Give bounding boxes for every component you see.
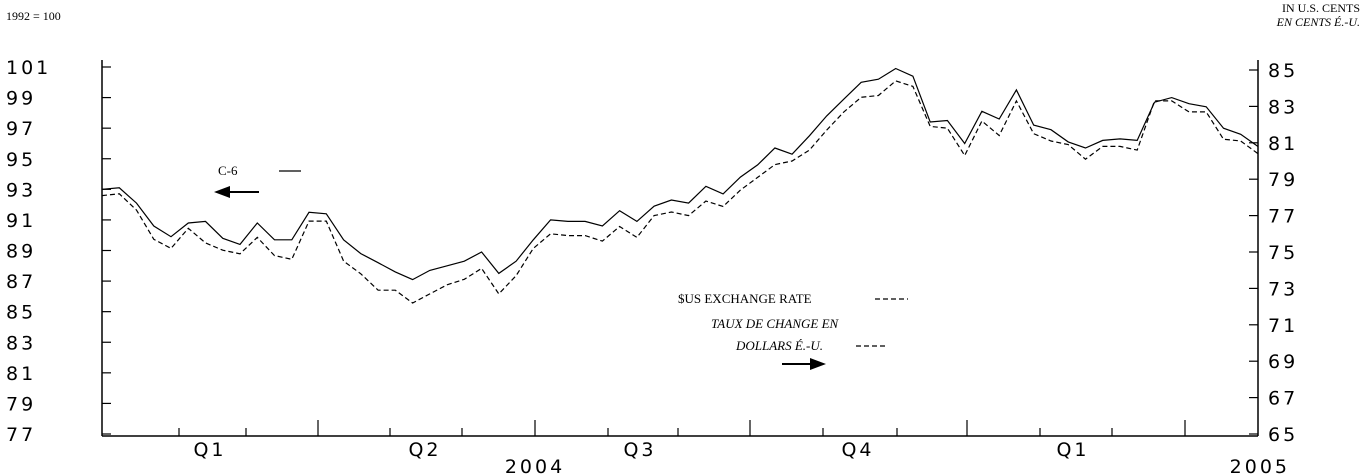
series-line-us-exchange-rate [101,80,1259,304]
left-arrow-head-icon [214,186,230,198]
legend-c6: C-6 [214,163,301,198]
left-tick-label: 91 [6,210,36,232]
right-axis-ticks: 85 83 81 79 77 75 73 71 69 67 65 [1249,60,1298,446]
right-arrow-icon [810,358,826,370]
legend-c6-label: C-6 [218,163,238,178]
right-axis-unit-label-en: IN U.S. CENTS [1282,1,1360,15]
legend-exchange-label-en: $US EXCHANGE RATE [678,291,812,306]
left-tick-label: 85 [6,302,36,324]
right-tick-label: 73 [1268,278,1298,300]
quarter-label: Q4 [841,439,874,461]
left-axis-ticks: 101 99 97 95 93 91 89 87 85 83 81 79 77 [6,57,111,446]
legend-exchange-label-fr-2: DOLLARS É.-U. [735,338,823,353]
quarter-label: Q1 [1056,439,1089,461]
right-tick-label: 65 [1268,424,1298,446]
x-axis-ticks [178,420,1186,436]
quarter-label: Q1 [193,439,226,461]
left-tick-label: 99 [6,88,36,110]
right-tick-label: 67 [1268,388,1298,410]
left-axis-unit-label: 1992 = 100 [6,9,61,23]
series-line-c6 [101,67,1259,281]
right-tick-label: 69 [1268,351,1298,373]
left-tick-label: 81 [6,363,36,385]
year-label: 2005 [1230,456,1290,476]
left-tick-label: 95 [6,149,36,171]
right-tick-label: 81 [1268,133,1298,155]
left-tick-label: 79 [6,393,36,415]
x-axis-labels: Q1 Q2 Q3 Q4 Q1 2004 2005 [193,439,1290,476]
left-tick-label: 77 [6,424,36,446]
legend-exchange-label-fr-1: TAUX DE CHANGE EN [711,316,840,331]
left-tick-label: 87 [6,271,36,293]
quarter-label: Q3 [623,439,656,461]
left-tick-label: 93 [6,179,36,201]
legend-exchange-rate: $US EXCHANGE RATE TAUX DE CHANGE EN DOLL… [678,291,908,370]
right-tick-label: 71 [1268,315,1298,337]
left-tick-label: 89 [6,241,36,263]
left-tick-label: 101 [6,57,51,79]
right-tick-label: 83 [1268,96,1298,118]
year-label: 2004 [505,456,565,476]
right-tick-label: 75 [1268,242,1298,264]
right-axis-unit-label-fr: EN CENTS É.-U. [1276,15,1360,29]
right-tick-label: 85 [1268,60,1298,82]
right-tick-label: 79 [1268,169,1298,191]
left-tick-label: 97 [6,118,36,140]
left-tick-label: 83 [6,332,36,354]
right-tick-label: 77 [1268,206,1298,228]
quarter-label: Q2 [408,439,441,461]
